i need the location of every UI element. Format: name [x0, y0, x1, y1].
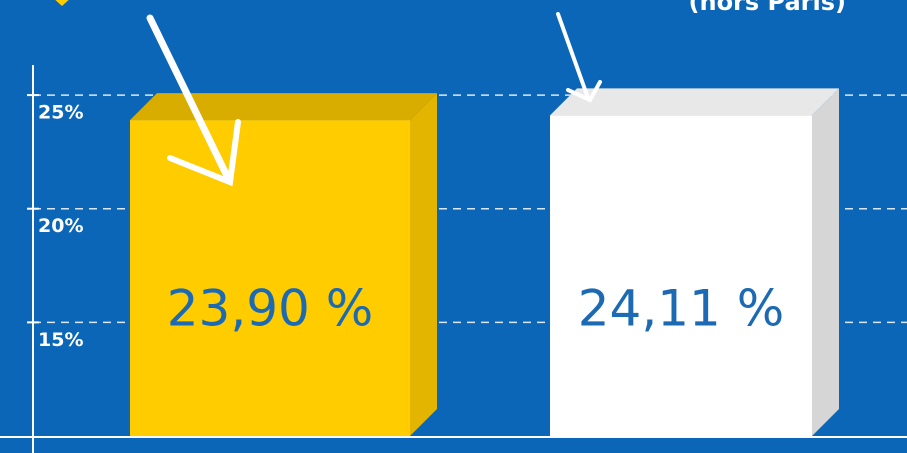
chart-subtitle: (hors Paris) [689, 0, 846, 16]
bar-side [410, 93, 437, 436]
bar-side [812, 88, 839, 437]
y-tick-label: 20% [38, 215, 83, 237]
decor-arrows [146, 12, 602, 187]
bar [550, 115, 812, 437]
bar-top [130, 93, 437, 121]
value-label: 23,90 % [167, 280, 374, 338]
value-labels: 23,90 % 24,11 % [167, 280, 785, 338]
value-label: 24,11 % [578, 280, 785, 338]
bars [130, 88, 839, 437]
bar [130, 120, 410, 436]
legend-diamond [55, 0, 69, 6]
y-tick-label: 25% [38, 102, 83, 124]
y-tick-label: 15% [38, 329, 83, 351]
bar-top [550, 88, 839, 116]
